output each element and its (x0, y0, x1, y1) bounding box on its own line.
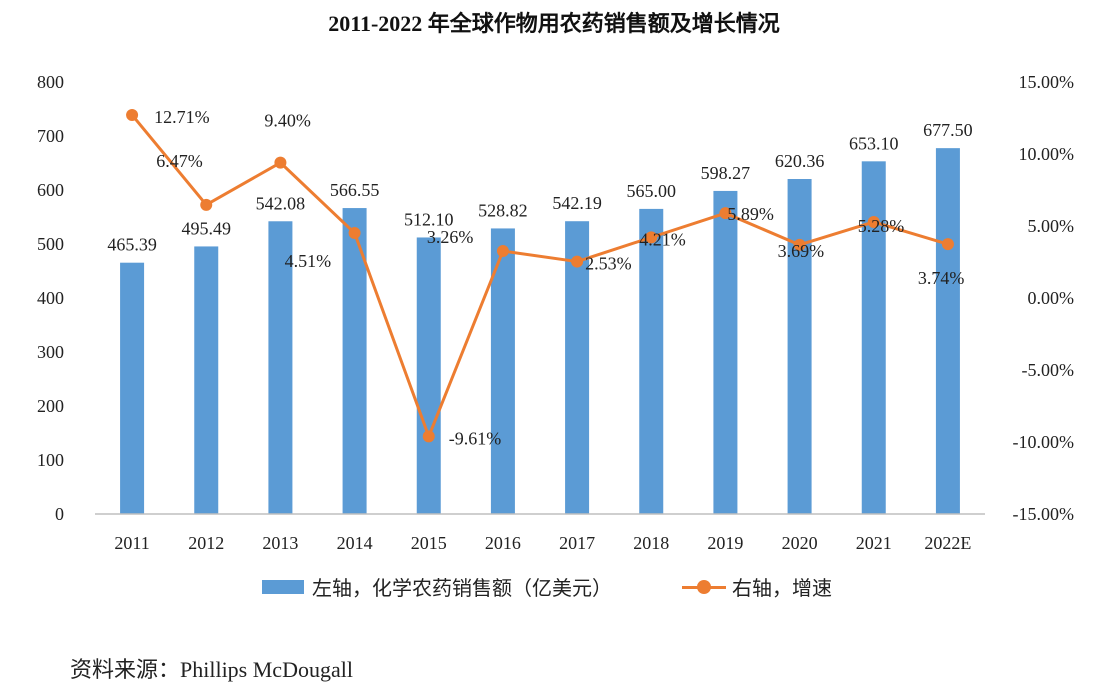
legend-item-bars: 左轴，化学农药销售额（亿美元） (262, 572, 612, 601)
left-axis-ticks: 0 100 200 300 400 500 600 700 800 (37, 72, 64, 524)
bar-value-label: 465.39 (107, 235, 157, 255)
growth-value-label: 4.51% (285, 251, 332, 271)
bar-value-label: 677.50 (923, 120, 973, 140)
x-tick-label: 2022E (924, 533, 971, 553)
x-tick-label: 2013 (262, 533, 298, 553)
bar-series (120, 148, 960, 515)
source-note: 资料来源：Phillips McDougall (70, 657, 353, 682)
chart-title: 2011-2022 年全球作物用农药销售额及增长情况 (328, 11, 780, 36)
bar-value-label: 598.27 (701, 163, 751, 183)
bar-value-label: 653.10 (849, 133, 899, 153)
growth-point (274, 156, 287, 169)
left-tick-label: 700 (37, 126, 64, 146)
growth-value-label: -9.61% (449, 428, 502, 448)
right-tick-label: 0.00% (1028, 288, 1075, 308)
bar-value-label: 512.10 (404, 209, 454, 229)
growth-value-label: 9.40% (264, 111, 311, 131)
left-tick-label: 100 (37, 450, 64, 470)
growth-point (793, 238, 806, 251)
x-tick-label: 2012 (188, 533, 224, 553)
bar (787, 179, 812, 514)
right-tick-label: 10.00% (1019, 144, 1075, 164)
x-tick-label: 2017 (559, 533, 595, 553)
growth-point (348, 227, 361, 240)
growth-value-label: 12.71% (154, 107, 210, 127)
growth-point (571, 255, 584, 268)
x-tick-label: 2018 (633, 533, 669, 553)
x-tick-label: 2019 (707, 533, 743, 553)
left-tick-label: 200 (37, 396, 64, 416)
bar (565, 221, 590, 514)
growth-point (719, 207, 732, 220)
legend-bar-swatch (262, 579, 304, 594)
growth-points (126, 108, 954, 443)
left-tick-label: 500 (37, 234, 64, 254)
bar (861, 161, 886, 515)
bar-value-label: 566.55 (330, 180, 380, 200)
bar-value-label: 565.00 (627, 181, 677, 201)
legend: 左轴，化学农药销售额（亿美元） 右轴，增速 (262, 572, 832, 601)
x-tick-label: 2011 (114, 533, 149, 553)
right-axis-ticks: -15.00% -10.00% -5.00% 0.00% 5.00% 10.00% 15.0… (1013, 72, 1075, 524)
x-tick-label: 2021 (856, 533, 892, 553)
legend-bar-label: 左轴，化学农药销售额（亿美元） (312, 578, 612, 600)
legend-line-swatch (682, 579, 726, 594)
x-axis-ticks: 2011 2012 2013 2014 2015 2016 2017 2018 2019 2020… (114, 533, 971, 553)
growth-point (200, 198, 213, 211)
growth-point (422, 430, 435, 443)
growth-point (126, 108, 139, 121)
bar (416, 237, 441, 514)
right-tick-label: 5.00% (1028, 216, 1075, 236)
x-tick-label: 2015 (411, 533, 447, 553)
bar (713, 190, 738, 514)
bar-value-label: 620.36 (775, 151, 825, 171)
growth-point (496, 245, 509, 258)
growth-point (867, 215, 880, 228)
combo-chart: 0 100 200 300 400 500 600 700 800 -15.00% -10.00%… (37, 72, 1075, 553)
growth-value-label: 3.74% (918, 268, 965, 288)
bar-value-labels: 465.39 495.49 542.08 566.55 512.10 528.82 542.… (107, 120, 972, 255)
growth-value-labels: 12.71% 6.47% 9.40% 4.51% -9.61% 3.26% 2.53% 4.2… (154, 107, 964, 448)
bar-value-label: 495.49 (182, 218, 232, 238)
growth-value-label: 5.28% (858, 216, 905, 236)
bar-value-label: 528.82 (478, 200, 528, 220)
bar (490, 228, 515, 514)
right-tick-label: 15.00% (1019, 72, 1075, 92)
growth-point (941, 238, 954, 251)
bar-value-label: 542.19 (552, 193, 602, 213)
left-tick-label: 600 (37, 180, 64, 200)
growth-line (130, 114, 949, 438)
legend-item-line: 右轴，增速 (682, 572, 832, 601)
growth-value-label: 3.26% (427, 227, 474, 247)
right-tick-label: -5.00% (1022, 360, 1075, 380)
growth-value-label: 5.89% (727, 204, 774, 224)
right-tick-label: -10.00% (1013, 432, 1075, 452)
x-tick-label: 2016 (485, 533, 521, 553)
left-tick-label: 300 (37, 342, 64, 362)
growth-value-label: 3.69% (778, 241, 825, 261)
x-tick-label: 2020 (782, 533, 818, 553)
left-tick-label: 400 (37, 288, 64, 308)
growth-value-label: 2.53% (585, 254, 632, 274)
growth-value-label: 4.21% (639, 229, 686, 249)
legend-line-label: 右轴，增速 (732, 578, 832, 600)
bar (639, 208, 664, 514)
bar (194, 246, 219, 514)
x-tick-label: 2014 (337, 533, 373, 553)
bar (120, 262, 145, 514)
bar (268, 221, 293, 514)
bar (935, 148, 960, 514)
bar-value-label: 542.08 (256, 193, 306, 213)
left-tick-label: 800 (37, 72, 64, 92)
growth-value-label: 6.47% (156, 151, 203, 171)
left-tick-label: 0 (55, 504, 64, 524)
right-tick-label: -15.00% (1013, 504, 1075, 524)
growth-point (645, 231, 658, 244)
